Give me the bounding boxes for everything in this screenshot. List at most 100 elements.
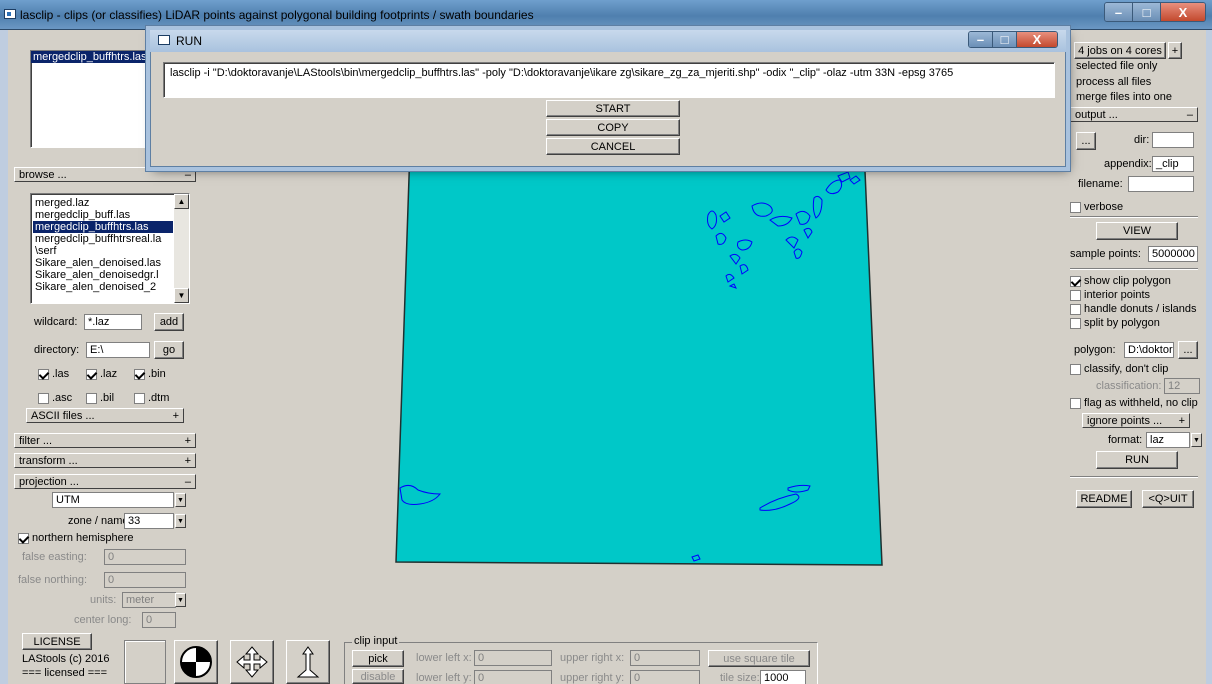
list-item[interactable]: Sikare_alen_denoisedgr.l bbox=[35, 269, 159, 281]
close-button[interactable]: X bbox=[1017, 32, 1057, 47]
ascii-files-header[interactable]: ASCII files ... + bbox=[26, 408, 184, 423]
upper-right-x-input[interactable]: 0 bbox=[630, 650, 700, 666]
ignore-points-header[interactable]: ignore points ... + bbox=[1082, 413, 1190, 428]
rotate-view-button[interactable] bbox=[174, 640, 218, 684]
polygon-input[interactable]: D:\doktor bbox=[1124, 342, 1174, 358]
view-button[interactable]: VIEW bbox=[1096, 222, 1178, 240]
quit-button[interactable]: <Q>UIT bbox=[1142, 490, 1194, 508]
disable-button[interactable]: disable bbox=[352, 669, 404, 684]
run-dialog-titlebar[interactable]: RUN – □ X bbox=[150, 30, 1066, 52]
ext-las-checkbox[interactable]: .las bbox=[38, 368, 69, 380]
browse-header[interactable]: browse ... – bbox=[14, 167, 196, 182]
maximize-button[interactable]: □ bbox=[993, 32, 1017, 47]
jobs-plus-button[interactable]: + bbox=[1168, 42, 1182, 59]
copy-button[interactable]: COPY bbox=[546, 119, 680, 136]
list-item[interactable]: Sikare_alen_denoised.las bbox=[35, 257, 161, 269]
scroll-down-icon[interactable]: ▼ bbox=[174, 288, 189, 303]
wildcard-input[interactable]: *.laz bbox=[84, 314, 142, 330]
zoom-view-button[interactable] bbox=[286, 640, 330, 684]
list-scrollbar[interactable]: ▲ ▼ bbox=[174, 194, 189, 303]
center-long-input[interactable]: 0 bbox=[142, 612, 176, 628]
minimize-button[interactable]: – bbox=[1105, 3, 1133, 21]
dir-input[interactable] bbox=[1152, 132, 1194, 148]
list-item[interactable]: mergedclip_buffhtrs.las bbox=[31, 51, 153, 63]
ext-bil-checkbox[interactable]: .bil bbox=[86, 392, 114, 404]
minimize-button[interactable]: – bbox=[969, 32, 993, 47]
expand-icon[interactable]: + bbox=[184, 434, 191, 447]
add-button[interactable]: add bbox=[154, 313, 184, 331]
tile-size-input[interactable]: 1000 bbox=[760, 670, 806, 684]
show-clip-polygon-checkbox[interactable]: show clip polygon bbox=[1070, 275, 1171, 287]
projection-select[interactable]: UTM bbox=[52, 492, 174, 508]
projection-header[interactable]: projection ... – bbox=[14, 474, 196, 489]
jobs-button[interactable]: 4 jobs on 4 cores bbox=[1074, 42, 1166, 59]
selected-file-only-option[interactable]: selected file only bbox=[1076, 60, 1158, 72]
chevron-down-icon[interactable]: ▼ bbox=[175, 493, 186, 507]
false-northing-input[interactable]: 0 bbox=[104, 572, 186, 588]
scroll-up-icon[interactable]: ▲ bbox=[174, 194, 189, 209]
maximize-button[interactable]: □ bbox=[1133, 3, 1161, 21]
list-item[interactable]: \serf bbox=[35, 245, 57, 257]
close-button[interactable]: X bbox=[1161, 3, 1205, 21]
view-preview-box[interactable] bbox=[124, 640, 166, 684]
pan-view-button[interactable] bbox=[230, 640, 274, 684]
output-header[interactable]: output ... – bbox=[1070, 107, 1198, 122]
northern-hemisphere-checkbox[interactable]: northern hemisphere bbox=[18, 532, 134, 544]
false-easting-input[interactable]: 0 bbox=[104, 549, 186, 565]
start-button[interactable]: START bbox=[546, 100, 680, 117]
merge-option[interactable]: merge files into one bbox=[1076, 91, 1172, 103]
list-item[interactable]: mergedclip_buffhtrs.las bbox=[33, 221, 173, 233]
sample-points-input[interactable]: 5000000 bbox=[1148, 246, 1198, 262]
upper-right-y-input[interactable]: 0 bbox=[630, 670, 700, 684]
chevron-down-icon[interactable]: ▼ bbox=[175, 514, 186, 528]
ext-asc-checkbox[interactable]: .asc bbox=[38, 392, 72, 404]
handle-donuts-checkbox[interactable]: handle donuts / islands bbox=[1070, 303, 1197, 315]
split-by-polygon-checkbox[interactable]: split by polygon bbox=[1070, 317, 1160, 329]
go-button[interactable]: go bbox=[154, 341, 184, 359]
units-select[interactable]: meter bbox=[122, 592, 176, 608]
list-item[interactable]: mergedclip_buffhtrsreal.la bbox=[35, 233, 162, 245]
collapse-icon[interactable]: – bbox=[184, 475, 191, 488]
dir-browse-button[interactable]: ... bbox=[1076, 132, 1096, 150]
lower-left-y-label: lower left y: bbox=[416, 672, 472, 684]
ext-bin-checkbox[interactable]: .bin bbox=[134, 368, 166, 380]
license-button[interactable]: LICENSE bbox=[22, 633, 92, 650]
collapse-toggle[interactable]: – bbox=[184, 168, 191, 181]
readme-button[interactable]: README bbox=[1076, 490, 1132, 508]
flag-withheld-checkbox[interactable]: flag as withheld, no clip bbox=[1070, 397, 1198, 409]
ext-laz-checkbox[interactable]: .laz bbox=[86, 368, 117, 380]
directory-input[interactable]: E:\ bbox=[86, 342, 150, 358]
list-item[interactable]: Sikare_alen_denoised_2 bbox=[35, 281, 157, 293]
chevron-down-icon[interactable]: ▼ bbox=[1191, 433, 1202, 447]
collapse-icon[interactable]: – bbox=[1186, 108, 1193, 121]
format-select[interactable]: laz bbox=[1146, 432, 1190, 448]
expand-icon[interactable]: + bbox=[184, 454, 191, 467]
window-titlebar[interactable]: lasclip - clips (or classifies) LiDAR po… bbox=[0, 0, 1212, 30]
command-line-field[interactable]: lasclip -i "D:\doktoravanje\LAStools\bin… bbox=[163, 62, 1055, 98]
lower-left-x-input[interactable]: 0 bbox=[474, 650, 552, 666]
zone-select[interactable]: 33 bbox=[124, 513, 174, 529]
appendix-input[interactable]: _clip bbox=[1152, 156, 1194, 172]
chevron-down-icon[interactable]: ▼ bbox=[175, 593, 186, 607]
selected-files-list[interactable]: mergedclip_buffhtrs.las bbox=[30, 50, 154, 148]
run-button[interactable]: RUN bbox=[1096, 451, 1178, 469]
pick-button[interactable]: pick bbox=[352, 650, 404, 667]
list-item[interactable]: merged.laz bbox=[35, 197, 90, 209]
ext-dtm-checkbox[interactable]: .dtm bbox=[134, 392, 169, 404]
transform-header[interactable]: transform ... + bbox=[14, 453, 196, 468]
verbose-checkbox[interactable]: verbose bbox=[1070, 201, 1123, 213]
square-tile-button[interactable]: use square tile bbox=[708, 650, 810, 667]
file-browser-list[interactable]: merged.laz mergedclip_buff.las mergedcli… bbox=[30, 193, 190, 304]
lower-left-y-input[interactable]: 0 bbox=[474, 670, 552, 684]
filter-header[interactable]: filter ... + bbox=[14, 433, 196, 448]
expand-icon[interactable]: + bbox=[1178, 414, 1185, 427]
list-item[interactable]: mergedclip_buff.las bbox=[35, 209, 131, 221]
polygon-browse-button[interactable]: ... bbox=[1178, 341, 1198, 359]
classify-checkbox[interactable]: classify, don't clip bbox=[1070, 363, 1168, 375]
expand-icon[interactable]: + bbox=[172, 409, 179, 422]
process-all-option[interactable]: process all files bbox=[1076, 76, 1152, 88]
interior-points-checkbox[interactable]: interior points bbox=[1070, 289, 1150, 301]
filename-input[interactable] bbox=[1128, 176, 1194, 192]
cancel-button[interactable]: CANCEL bbox=[546, 138, 680, 155]
classification-input[interactable]: 12 bbox=[1164, 378, 1200, 394]
